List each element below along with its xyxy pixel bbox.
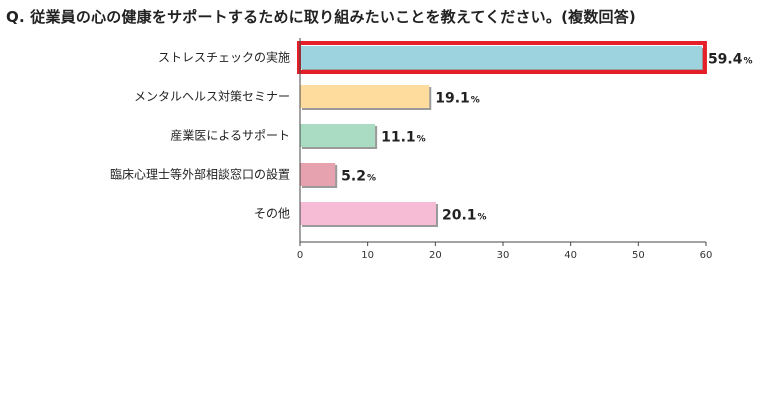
bar xyxy=(300,85,430,108)
x-tick-label: 0 xyxy=(297,250,303,261)
x-tick-label: 20 xyxy=(429,250,442,261)
bar xyxy=(300,202,437,225)
x-tick-label: 60 xyxy=(700,250,713,261)
question-title: Q. 従業員の心の健康をサポートするために取り組みたいことを教えてください。(複… xyxy=(6,8,636,26)
value-label: 11.1% xyxy=(381,130,426,146)
category-label: 産業医によるサポート xyxy=(170,128,290,143)
category-label: 臨床心理士等外部相談窓口の設置 xyxy=(110,167,290,182)
category-label: メンタルヘルス対策セミナー xyxy=(134,90,290,104)
category-label: その他 xyxy=(254,207,290,221)
category-label: ストレスチェックの実施 xyxy=(158,50,290,65)
value-label: 20.1% xyxy=(442,208,487,224)
bar xyxy=(300,46,702,69)
x-tick-label: 10 xyxy=(361,250,374,261)
bar xyxy=(300,163,336,186)
x-tick-label: 50 xyxy=(632,250,645,261)
bar xyxy=(300,124,376,147)
value-label: 59.4% xyxy=(708,52,753,68)
x-tick-label: 40 xyxy=(564,250,577,261)
x-tick-label: 30 xyxy=(497,250,510,261)
value-label: 19.1% xyxy=(435,91,480,107)
value-label: 5.2% xyxy=(341,169,376,185)
bar-highlight-frame xyxy=(297,41,707,74)
